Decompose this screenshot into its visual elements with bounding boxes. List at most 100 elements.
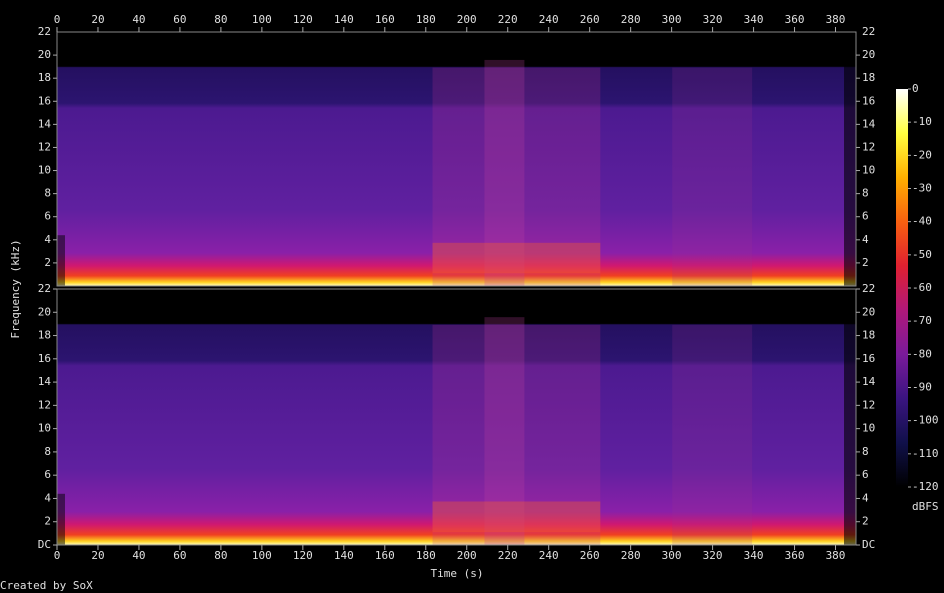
x-tick-label: 100: [252, 13, 272, 26]
y-tick-label: 6: [44, 468, 51, 481]
x-tick-label: 280: [621, 13, 641, 26]
y-tick-label: 6: [44, 210, 51, 223]
y-tick-label: 14: [38, 375, 52, 388]
y-tick-label: 4: [44, 233, 51, 246]
y-tick-label: 2: [862, 515, 869, 528]
x-tick-label: 360: [785, 549, 805, 562]
spectrogram-channel: [57, 32, 856, 286]
y-tick-label: 8: [862, 445, 869, 458]
x-tick-label: 60: [173, 549, 186, 562]
colorbar-tick-label: -50: [912, 248, 932, 261]
footer: Created by SoX: [0, 579, 93, 592]
x-tick-label: 260: [580, 13, 600, 26]
spectrogram-texture: [432, 242, 601, 274]
colorbar-label: dBFS: [912, 500, 939, 513]
x-tick-label: 20: [91, 549, 104, 562]
y-tick-label: 16: [862, 94, 875, 107]
spectrogram-texture: [844, 57, 856, 287]
plot-frame: [56, 288, 857, 546]
y-tick-label: 18: [38, 71, 51, 84]
x-tick-label: 320: [703, 13, 723, 26]
x-tick-label: 180: [416, 549, 436, 562]
y-tick-label: 22: [862, 282, 875, 295]
colorbar-tick-label: -110: [912, 447, 939, 460]
x-tick-label: 0: [54, 13, 61, 26]
colorbar: [896, 89, 908, 487]
y-tick-label: 20: [38, 48, 51, 61]
y-tick-label: 12: [38, 398, 51, 411]
x-tick-label: 320: [703, 549, 723, 562]
spectrogram-texture: [432, 67, 601, 286]
y-tick-label: 22: [38, 282, 51, 295]
x-tick-label: 0: [54, 549, 61, 562]
x-tick-label: 300: [662, 13, 682, 26]
y-tick-label: 10: [38, 164, 51, 177]
y-tick-label: 8: [862, 187, 869, 200]
y-tick-label: 20: [862, 48, 875, 61]
colorbar-tick-label: -20: [912, 148, 932, 161]
x-tick-label: 120: [293, 549, 313, 562]
x-tick-label: 240: [539, 549, 559, 562]
y-tick-label: 6: [862, 210, 869, 223]
spectrogram-texture: [672, 67, 753, 286]
x-tick-label: 80: [214, 13, 227, 26]
x-tick-label: 220: [498, 549, 518, 562]
spectrogram-texture: [432, 324, 601, 545]
y-tick-label: 4: [862, 491, 869, 504]
y-tick-label: 20: [38, 305, 51, 318]
x-tick-label: 200: [457, 549, 477, 562]
x-tick-label: 380: [826, 13, 846, 26]
colorbar-tick-label: -100: [912, 414, 939, 427]
y-tick-label: 12: [38, 140, 51, 153]
y-tick-label: 2: [44, 515, 51, 528]
spectrogram-texture: [484, 317, 525, 545]
x-tick-label: 60: [173, 13, 186, 26]
y-tick-label: 14: [862, 117, 876, 130]
y-tick-label: 22: [862, 25, 875, 38]
plots: [56, 31, 857, 546]
spectrogram-texture: [484, 59, 525, 286]
x-tick-label: 160: [375, 13, 395, 26]
y-tick-label: DC: [38, 538, 51, 551]
y-tick-label: 16: [38, 94, 51, 107]
x-tick-label: 200: [457, 13, 477, 26]
x-axis-label: Time (s): [431, 567, 484, 580]
y-tick-label: 6: [862, 468, 869, 481]
colorbar-tick-label: -30: [912, 182, 932, 195]
colorbar-tick-label: 0: [912, 82, 919, 95]
y-tick-label: 20: [862, 305, 875, 318]
spectrogram-texture: [57, 235, 65, 286]
x-tick-label: 260: [580, 549, 600, 562]
x-tick-label: 160: [375, 549, 395, 562]
y-tick-label: 4: [862, 233, 869, 246]
x-tick-label: 20: [91, 13, 104, 26]
spectrogram-texture: [844, 314, 856, 545]
y-tick-label: 8: [44, 445, 51, 458]
x-tick-label: 340: [744, 13, 764, 26]
y-tick-label: 14: [862, 375, 876, 388]
y-tick-label: 8: [44, 187, 51, 200]
y-tick-label: 10: [862, 422, 875, 435]
y-tick-label: 4: [44, 491, 51, 504]
x-tick-label: 340: [744, 549, 764, 562]
colorbar-tick-label: -10: [912, 115, 932, 128]
x-tick-label: 140: [334, 13, 354, 26]
spectrogram-texture: [432, 501, 601, 533]
colorbar-tick-label: -80: [912, 347, 932, 360]
y-axis-label: Frequency (kHz): [9, 239, 22, 338]
y-tick-label: 12: [862, 140, 875, 153]
plot-frame: [56, 31, 857, 287]
y-tick-label: DC: [862, 538, 875, 551]
y-tick-label: 18: [862, 71, 875, 84]
x-tick-label: 220: [498, 13, 518, 26]
spectrogram-texture: [672, 324, 753, 545]
colorbar-tick-label: -90: [912, 381, 932, 394]
x-tick-label: 100: [252, 549, 272, 562]
spectrogram-texture: [57, 493, 65, 545]
y-tick-label: 22: [38, 25, 51, 38]
y-tick-label: 14: [38, 117, 52, 130]
y-tick-label: 2: [44, 256, 51, 269]
colorbar-tick-label: -60: [912, 281, 932, 294]
x-tick-label: 40: [132, 549, 145, 562]
